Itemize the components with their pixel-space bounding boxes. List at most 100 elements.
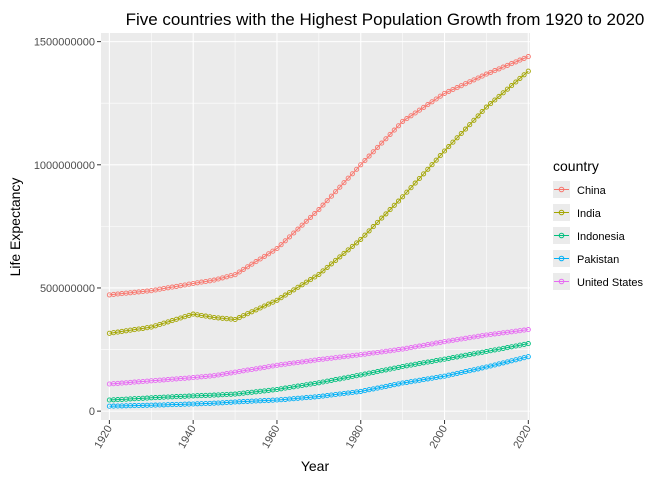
data-point-china: [291, 230, 297, 236]
data-point-china: [261, 253, 267, 259]
data-point-china: [278, 242, 284, 248]
data-point-china: [249, 261, 255, 267]
legend-label: China: [577, 185, 607, 197]
data-point-china: [400, 118, 406, 124]
data-point-pakistan: [525, 354, 531, 360]
data-point-india: [333, 257, 339, 263]
data-point-india: [278, 295, 284, 301]
series-line-united-states: [109, 329, 529, 385]
data-point-china: [354, 166, 360, 172]
data-point-india: [391, 202, 397, 208]
data-point-china: [253, 259, 259, 265]
x-tick-label: 2020: [511, 424, 534, 451]
data-point-india: [467, 122, 473, 128]
data-point-china: [467, 79, 473, 85]
data-point-china: [504, 62, 510, 68]
data-point-india: [446, 144, 452, 150]
data-point-india: [521, 72, 527, 78]
data-point-india: [312, 274, 318, 280]
data-point-india: [261, 303, 267, 309]
data-point-china: [236, 269, 242, 275]
data-point-india: [433, 157, 439, 163]
legend-item-united-states: United States: [553, 273, 644, 290]
data-point-india: [475, 113, 481, 119]
data-point-india: [324, 264, 330, 270]
data-point-china: [328, 193, 334, 199]
data-point-india: [249, 309, 255, 315]
legend-label: India: [577, 208, 602, 220]
data-point-china: [425, 102, 431, 108]
data-point-india: [286, 289, 293, 296]
series-line-indonesia: [109, 343, 529, 401]
series-line-china: [109, 56, 529, 296]
legend-label: Indonesia: [577, 231, 626, 243]
data-point-india: [471, 117, 477, 123]
data-point-china: [404, 116, 410, 122]
data-point-india: [441, 148, 448, 154]
data-point-india: [257, 305, 263, 311]
data-point-india: [387, 207, 393, 213]
legend-item-india: India: [553, 204, 602, 221]
data-point-india: [320, 268, 326, 274]
data-point-china: [270, 248, 276, 254]
data-point-india: [429, 162, 435, 168]
x-tick-label: 1980: [344, 424, 367, 451]
legend-key-point: [558, 232, 565, 239]
data-point-china: [416, 107, 422, 113]
data-point-india: [509, 83, 515, 89]
data-point-india: [492, 97, 498, 103]
series-india: [106, 68, 531, 336]
legend-title: country: [553, 158, 599, 174]
legend-item-pakistan: Pakistan: [553, 250, 619, 267]
data-point-china: [479, 73, 485, 79]
data-point-china: [312, 210, 318, 217]
x-tick-label: 1960: [260, 424, 283, 451]
data-point-india: [504, 86, 510, 92]
series-line-pakistan: [109, 356, 529, 407]
data-point-india: [328, 261, 334, 267]
data-point-china: [333, 189, 339, 195]
series-china: [106, 54, 531, 298]
data-point-china: [513, 59, 519, 65]
data-point-india: [240, 313, 246, 319]
data-point-india: [270, 299, 276, 305]
data-point-india: [379, 215, 385, 221]
data-point-indonesia: [525, 341, 531, 347]
data-point-india: [462, 126, 469, 132]
y-axis: 0 500000000 1000000000 1500000000: [34, 37, 101, 418]
data-point-india: [412, 180, 418, 186]
data-point-china: [366, 153, 372, 159]
data-point-india: [366, 228, 372, 234]
legend-key-point: [558, 278, 565, 285]
data-point-china: [462, 81, 469, 87]
data-point-china: [274, 245, 280, 252]
data-point-india: [374, 219, 381, 225]
data-point-india: [383, 211, 389, 217]
data-point-china: [471, 77, 477, 83]
legend-key-point: [558, 255, 565, 262]
data-point-china: [370, 149, 376, 155]
data-point-china: [383, 136, 389, 142]
data-point-india: [496, 93, 502, 99]
series-layer: [106, 54, 531, 409]
data-point-china: [282, 238, 288, 244]
legend-item-china: China: [553, 181, 607, 198]
data-point-china: [362, 157, 368, 164]
series-indonesia: [106, 341, 531, 403]
y-tick-label: 1500000000: [34, 37, 95, 49]
data-point-india: [425, 166, 431, 172]
legend-item-indonesia: Indonesia: [553, 227, 626, 244]
data-point-china: [341, 180, 347, 186]
data-point-china: [458, 83, 464, 89]
data-point-india: [395, 198, 402, 204]
data-point-china: [450, 86, 456, 93]
data-point-india: [421, 171, 427, 177]
x-tick-label: 1940: [176, 424, 199, 451]
data-point-china: [408, 113, 414, 119]
data-point-china: [492, 68, 498, 74]
data-point-india: [291, 287, 297, 293]
data-point-china: [521, 55, 527, 61]
data-point-china: [303, 218, 309, 224]
